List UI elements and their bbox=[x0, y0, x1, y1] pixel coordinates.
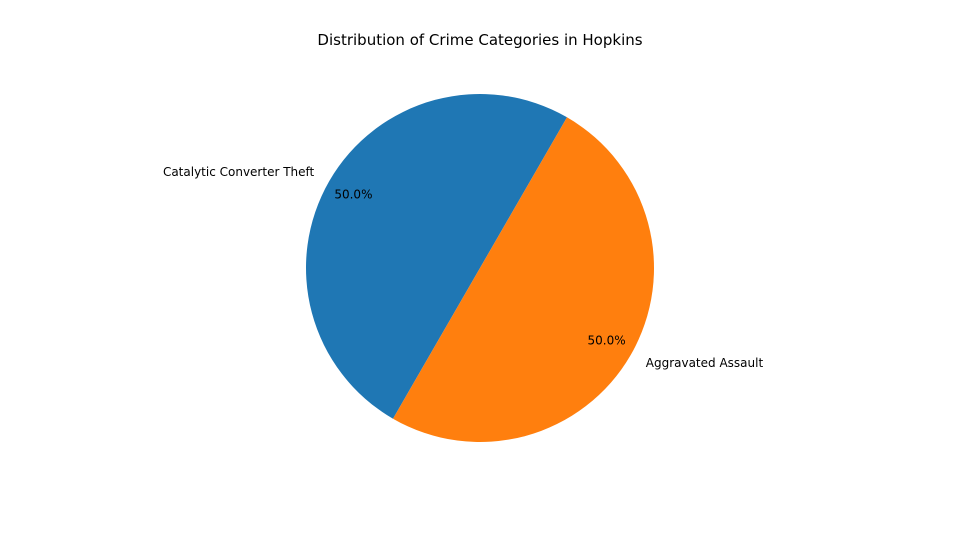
percent-label: 50.0% bbox=[334, 187, 372, 201]
pie-slice-catalytic-converter-theft bbox=[306, 93, 567, 419]
pie-slice-aggravated-assault bbox=[393, 117, 654, 442]
percent-label: 50.0% bbox=[588, 334, 626, 348]
slice-label: Catalytic Converter Theft bbox=[163, 165, 315, 179]
pie-slices bbox=[306, 93, 654, 442]
chart-title: Distribution of Crime Categories in Hopk… bbox=[317, 31, 642, 49]
slice-label: Aggravated Assault bbox=[646, 356, 764, 370]
pie-labels: Catalytic Converter Theft 50.0% Aggravated… bbox=[163, 165, 764, 370]
